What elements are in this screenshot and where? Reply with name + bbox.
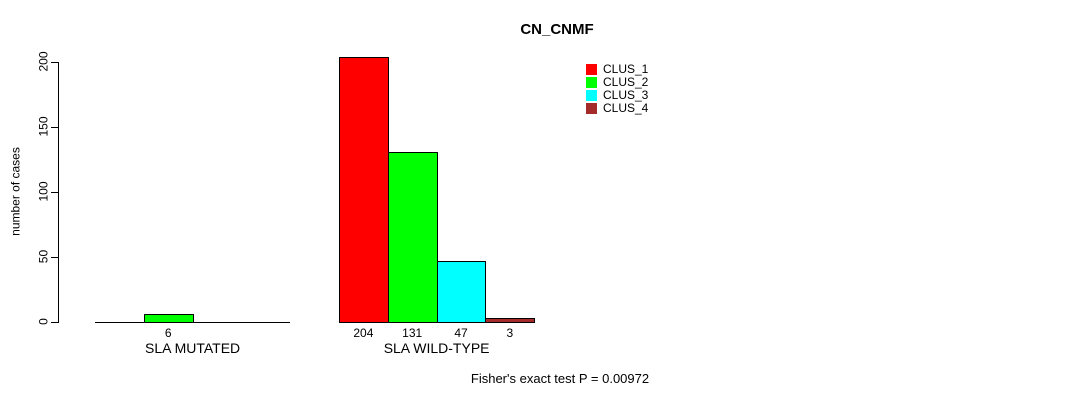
legend-item: CLUS_4 [586,102,648,115]
bar-value-label: 3 [506,326,514,340]
bar-clus_1 [339,57,389,323]
y-tick [51,192,58,193]
y-axis-label: number of cases [8,147,23,236]
y-tick-label: 200 [36,51,51,72]
legend-item: CLUS_3 [586,89,648,102]
legend-label: CLUS_1 [603,62,649,76]
y-tick-label: 50 [36,249,51,264]
bar-value-label: 6 [164,326,172,340]
legend-swatch-clus_3 [586,90,597,101]
legend: CLUS_1 CLUS_2 CLUS_3 CLUS_4 [586,63,648,115]
bar-value-label: 47 [454,326,468,340]
y-tick-label: 100 [36,181,51,202]
y-tick-label: 0 [36,318,51,325]
bar-clus_2 [143,314,194,323]
bar-value-label: 204 [353,326,374,340]
bar-clus_3 [436,261,487,323]
legend-item: CLUS_1 [586,63,648,76]
y-tick-label: 150 [36,116,51,137]
legend-label: CLUS_3 [603,88,649,102]
chart-title: CN_CNMF [520,21,594,38]
y-tick [51,127,58,128]
x-group-label: SLA WILD-TYPE [383,340,490,356]
bar-clus_4 [485,318,536,323]
legend-label: CLUS_2 [603,75,649,89]
y-axis-line [58,62,59,323]
bar-value-label: 131 [402,326,423,340]
legend-item: CLUS_2 [586,76,648,89]
y-tick [51,62,58,63]
legend-swatch-clus_1 [586,64,597,75]
legend-label: CLUS_4 [603,101,649,115]
x-group-label: SLA MUTATED [145,340,241,356]
bar-clus_2 [387,152,438,323]
y-tick [51,322,58,323]
y-tick [51,257,58,258]
annotation-fisher-test: Fisher's exact test P = 0.00972 [470,371,650,386]
legend-swatch-clus_4 [586,103,597,114]
legend-swatch-clus_2 [586,77,597,88]
